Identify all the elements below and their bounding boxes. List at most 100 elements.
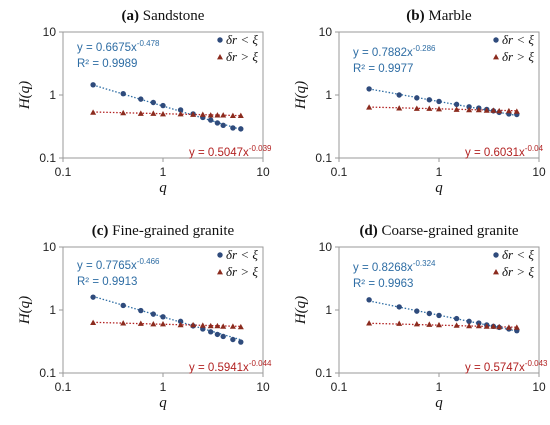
fit-r-squared: R² = 0.9913: [77, 276, 137, 288]
data-point: [414, 308, 420, 314]
data-point: [475, 322, 482, 329]
y-tick-label: 0.1: [315, 366, 332, 380]
series-small-scale: [366, 86, 520, 118]
series-large-scale: [366, 104, 520, 114]
fit-equation-base: y = 0.7882x: [353, 47, 413, 59]
data-point: [90, 319, 97, 326]
x-tick-label: 1: [436, 165, 443, 179]
data-point: [150, 99, 157, 106]
data-point: [237, 112, 244, 119]
y-tick-label: 10: [319, 240, 333, 254]
data-point: [199, 322, 206, 328]
data-point: [120, 302, 126, 309]
data-point: [208, 117, 214, 123]
x-tick-label: 1: [160, 165, 167, 179]
data-point: [220, 122, 226, 129]
fit-equation-exponent: -0.043: [525, 359, 548, 368]
data-point: [229, 112, 236, 119]
fit-r-squared: R² = 0.9977: [353, 63, 413, 75]
panel-title: (b) Marble: [406, 8, 472, 24]
y-tick-label: 10: [43, 25, 57, 39]
legend: δr < ξ δr > ξ: [217, 32, 258, 64]
legend: δr < ξ δr > ξ: [217, 247, 258, 279]
data-point: [220, 333, 226, 340]
fit-equation: y = 0.7882x-0.286: [353, 44, 436, 59]
data-point: [207, 322, 214, 329]
panel-title: (d) Coarse-grained granite: [359, 223, 518, 239]
data-point: [120, 320, 127, 326]
data-point: [220, 323, 227, 329]
data-point: [505, 107, 512, 114]
fit-equation-base: y = 0.5941x: [189, 362, 249, 374]
data-point: [120, 109, 127, 116]
data-point: [453, 322, 460, 328]
series-large-scale: [90, 319, 244, 330]
x-tick-label: 1: [436, 380, 443, 394]
data-point: [120, 90, 126, 97]
data-point: [436, 98, 442, 105]
data-point: [366, 297, 372, 303]
data-point: [490, 323, 497, 329]
data-point: [426, 321, 433, 327]
data-point: [238, 126, 244, 132]
data-point: [207, 112, 214, 118]
legend-marker: [493, 252, 499, 258]
x-tick-label: 0.1: [55, 165, 72, 179]
data-point: [150, 320, 157, 327]
data-point: [453, 106, 460, 112]
legend-marker: [217, 269, 223, 275]
x-axis-label: q: [159, 395, 167, 411]
y-tick-label: 0.1: [315, 151, 332, 165]
fit-equation-base: y = 0.6031x: [465, 147, 525, 159]
data-point: [496, 323, 503, 330]
trendline-small-scale: [92, 295, 241, 341]
data-point: [230, 336, 236, 343]
series-small-scale: [366, 297, 520, 334]
legend-label: δr > ξ: [502, 264, 534, 279]
data-point: [190, 111, 197, 117]
data-point: [513, 108, 520, 114]
panel-d: (d) Coarse-grained granite 0.1 1 10 0.1 1 10 q H…: [293, 223, 548, 411]
data-point: [160, 102, 166, 109]
data-point: [396, 105, 403, 111]
panel-label: (b): [406, 8, 424, 24]
data-point: [466, 106, 473, 113]
data-point: [513, 324, 520, 330]
data-point: [177, 110, 184, 117]
panel-a: (a) Sandstone 0.1 1 10 0.1 1 10 q H(q) y = 0.6675…: [17, 8, 272, 196]
data-point: [214, 112, 221, 118]
panel-label: (d): [359, 223, 377, 239]
fit-equation: y = 0.6675x-0.478: [77, 39, 160, 54]
data-point: [229, 323, 236, 329]
legend-label: δr > ξ: [226, 264, 258, 279]
fit-r-squared: R² = 0.9963: [353, 278, 413, 290]
data-point: [426, 97, 433, 103]
x-tick-label: 0.1: [55, 380, 72, 394]
data-point: [214, 120, 221, 126]
x-tick-label: 10: [256, 165, 270, 179]
data-point: [436, 312, 442, 319]
data-point: [90, 294, 96, 300]
y-tick-label: 1: [325, 88, 332, 102]
panel-title-text: Sandstone: [143, 8, 205, 24]
legend-marker: [217, 252, 223, 258]
data-point: [366, 320, 373, 326]
data-point: [138, 96, 144, 102]
data-point: [137, 110, 144, 116]
y-tick-label: 0.1: [39, 151, 56, 165]
panel-label: (a): [122, 8, 140, 24]
legend-label: δr < ξ: [502, 32, 534, 47]
data-point: [426, 105, 433, 111]
y-axis-label: H(q): [17, 81, 33, 110]
fit-equation-base: y = 0.5747x: [465, 362, 525, 374]
data-point: [90, 109, 97, 115]
fit-equation-base: y = 0.6675x: [77, 42, 137, 54]
x-axis-label: q: [435, 180, 443, 196]
legend-label: δr > ξ: [502, 49, 534, 64]
y-axis-label: H(q): [17, 296, 33, 325]
data-point: [190, 321, 197, 328]
data-point: [413, 320, 420, 327]
data-point: [199, 111, 206, 117]
legend-label: δr < ξ: [226, 247, 258, 262]
